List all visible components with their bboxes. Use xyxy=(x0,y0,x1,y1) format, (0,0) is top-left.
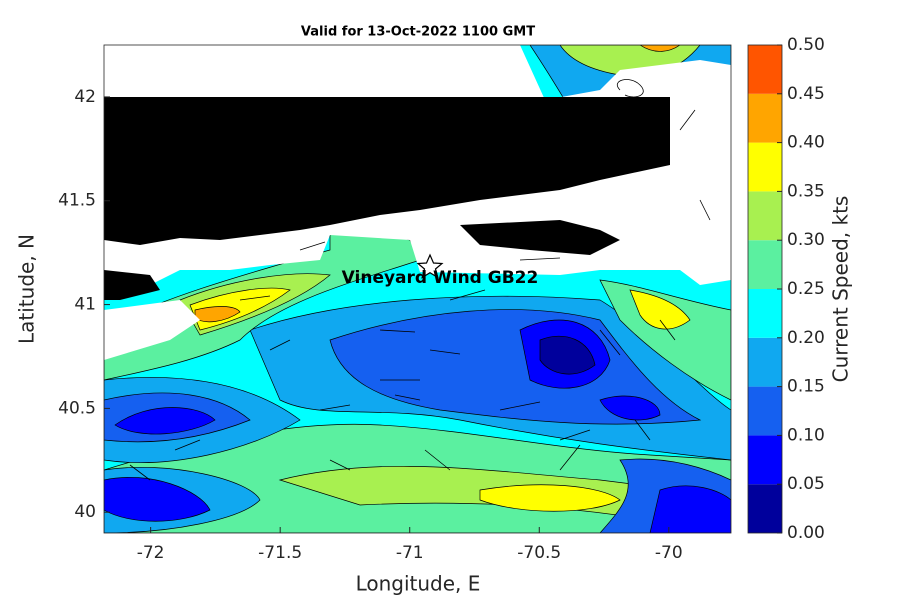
x-tick-label: -70.5 xyxy=(517,543,561,563)
colorbar-tick-label: 0.15 xyxy=(787,377,825,397)
current-field xyxy=(104,45,731,533)
y-tick-label: 40 xyxy=(74,502,96,522)
colorbar-tick-label: 0.00 xyxy=(787,523,825,543)
x-tick-label: -71 xyxy=(396,543,424,563)
scales: -72 -71.5 -71 -70.5 -70 40 40.5 41 41.5 42 0.00 0.0… xyxy=(58,35,825,563)
colorbar-band xyxy=(748,435,782,485)
colorbar-band xyxy=(748,240,782,289)
x-tick-label: -70 xyxy=(655,543,683,563)
colorbar-tick-label: 0.35 xyxy=(787,181,825,201)
colorbar-band xyxy=(748,289,782,338)
colorbar-label: Current Speed, kts xyxy=(829,196,853,383)
y-tick-label: 40.5 xyxy=(58,398,96,418)
y-axis-label: Latitude, N xyxy=(15,234,39,344)
site-label: Vineyard Wind GB22 xyxy=(342,268,539,288)
colorbar-band xyxy=(748,337,782,387)
x-axis-label: Longitude, E xyxy=(356,572,481,596)
colorbar-band xyxy=(748,45,782,94)
colorbar-tick-label: 0.05 xyxy=(787,474,825,494)
colorbar-tick-label: 0.30 xyxy=(787,230,825,250)
colorbar-band xyxy=(748,93,782,143)
title: Valid for 13-Oct-2022 1100 GMT xyxy=(301,25,535,40)
y-tick-label: 42 xyxy=(74,87,96,107)
colorbar-band xyxy=(748,484,782,533)
colorbar-tick-label: 0.45 xyxy=(787,84,825,104)
colorbar-tick-label: 0.40 xyxy=(787,133,825,153)
colorbar-tick-label: 0.20 xyxy=(787,328,825,348)
colorbar-band xyxy=(748,142,782,192)
y-tick-label: 41.5 xyxy=(58,191,96,211)
colorbar-band xyxy=(748,386,782,436)
site-marker xyxy=(416,253,444,279)
colorbar-band xyxy=(748,191,782,241)
current-arrows xyxy=(129,109,711,481)
y-tick-label: 41 xyxy=(74,295,96,315)
x-tick-label: -72 xyxy=(137,543,165,563)
axes-frame xyxy=(103,44,732,534)
x-tick-label: -71.5 xyxy=(258,543,302,563)
colorbar-tick-label: 0.50 xyxy=(787,35,825,55)
colorbar-tick-label: 0.25 xyxy=(787,279,825,299)
colorbar-tick-label: 0.10 xyxy=(787,425,825,445)
